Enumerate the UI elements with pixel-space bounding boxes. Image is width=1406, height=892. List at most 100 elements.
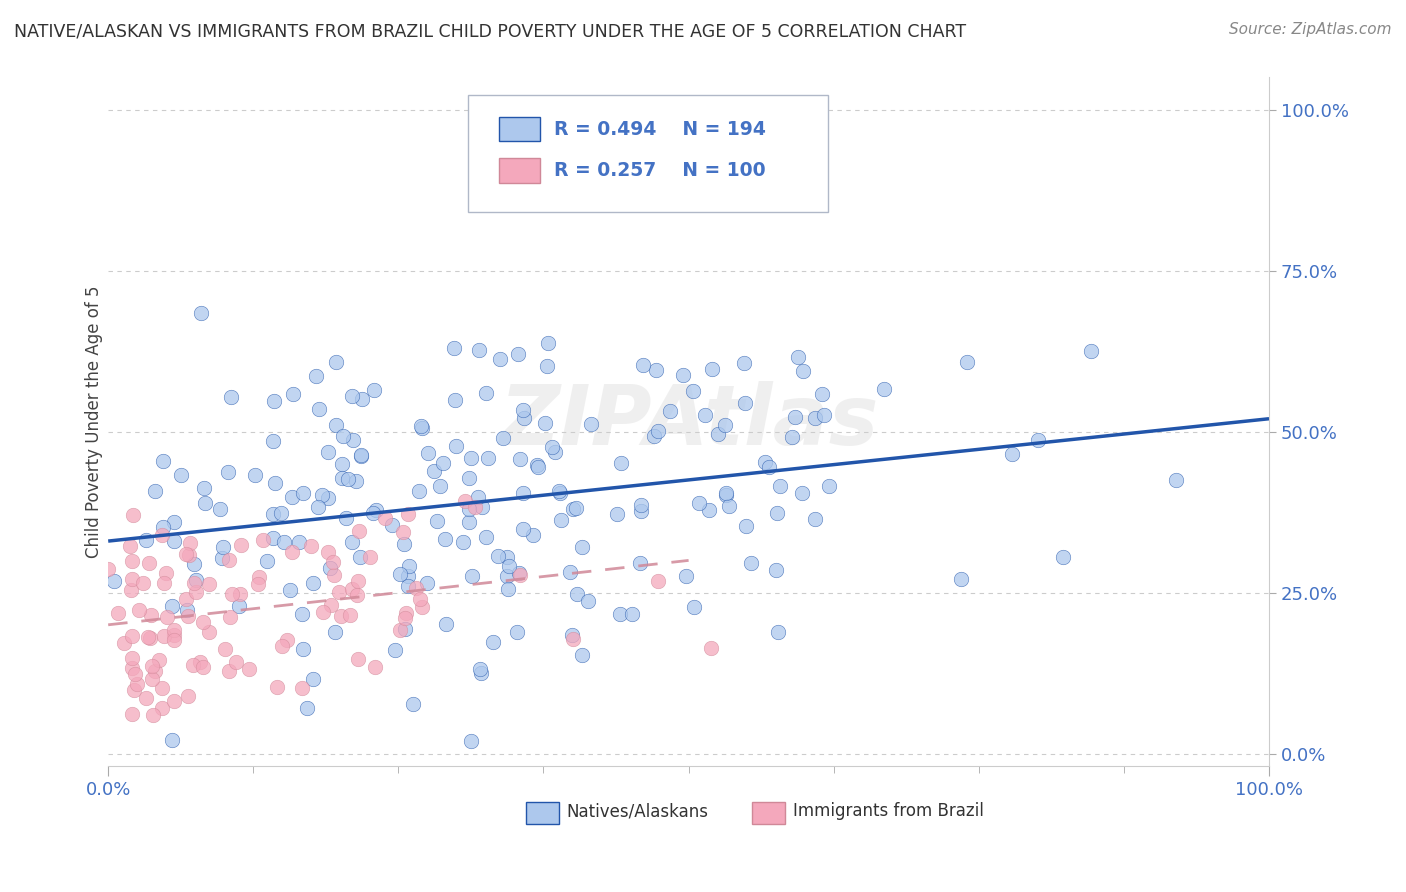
Point bbox=[792, 485, 814, 500]
Point bbox=[488, 352, 510, 367]
Point bbox=[474, 386, 496, 401]
Point bbox=[103, 574, 125, 589]
Point bbox=[163, 534, 186, 549]
Point bbox=[565, 587, 588, 601]
Point bbox=[561, 627, 583, 641]
Point bbox=[384, 643, 406, 657]
Point bbox=[460, 734, 482, 748]
Point bbox=[409, 418, 432, 433]
Point bbox=[163, 633, 186, 648]
Point bbox=[873, 382, 896, 396]
Point bbox=[1026, 433, 1049, 447]
Point bbox=[754, 455, 776, 469]
Point bbox=[394, 536, 416, 550]
Point bbox=[281, 545, 304, 559]
Point bbox=[217, 466, 239, 480]
Point bbox=[471, 500, 494, 514]
Point bbox=[122, 683, 145, 698]
Point bbox=[395, 606, 418, 620]
Point bbox=[429, 479, 451, 493]
Point bbox=[163, 515, 186, 529]
Point bbox=[693, 408, 716, 422]
Point bbox=[176, 591, 198, 606]
Point bbox=[156, 610, 179, 624]
Point bbox=[733, 356, 755, 370]
Point bbox=[302, 576, 325, 591]
Point bbox=[477, 450, 499, 465]
Point bbox=[125, 677, 148, 691]
Point bbox=[214, 642, 236, 657]
Point bbox=[643, 429, 665, 443]
Point bbox=[457, 471, 479, 485]
Point bbox=[359, 549, 381, 564]
Point bbox=[659, 404, 682, 418]
Point bbox=[121, 707, 143, 722]
Point bbox=[765, 506, 787, 520]
Point bbox=[565, 500, 588, 515]
Point bbox=[177, 548, 200, 562]
Point bbox=[512, 402, 534, 417]
Point bbox=[138, 556, 160, 570]
Point bbox=[714, 488, 737, 502]
Point bbox=[325, 624, 347, 639]
Point bbox=[307, 500, 329, 514]
Point bbox=[547, 484, 569, 499]
Point bbox=[769, 479, 792, 493]
Point bbox=[364, 503, 387, 517]
Point bbox=[396, 579, 419, 593]
Point bbox=[1080, 344, 1102, 359]
Point bbox=[191, 660, 214, 674]
Point bbox=[394, 611, 416, 625]
Point bbox=[221, 587, 243, 601]
Point bbox=[135, 533, 157, 548]
Point bbox=[533, 416, 555, 430]
Point bbox=[536, 359, 558, 373]
Point bbox=[496, 569, 519, 583]
Point bbox=[135, 690, 157, 705]
Point bbox=[194, 496, 217, 510]
Point bbox=[349, 550, 371, 565]
Point bbox=[405, 581, 427, 595]
Point bbox=[609, 456, 631, 470]
Point bbox=[228, 599, 250, 613]
Point bbox=[270, 639, 292, 653]
Point bbox=[141, 672, 163, 686]
Point bbox=[150, 681, 173, 696]
Point bbox=[218, 664, 240, 678]
Point bbox=[717, 500, 740, 514]
Point bbox=[758, 459, 780, 474]
Point bbox=[411, 420, 433, 434]
Point bbox=[785, 410, 807, 425]
Point bbox=[332, 429, 354, 443]
Point bbox=[630, 498, 652, 512]
Point bbox=[316, 444, 339, 458]
Point bbox=[342, 535, 364, 549]
Point bbox=[270, 506, 292, 520]
Point bbox=[280, 490, 302, 504]
Point bbox=[160, 599, 183, 613]
Point bbox=[811, 387, 834, 401]
Point bbox=[325, 354, 347, 368]
Point bbox=[606, 507, 628, 521]
Point bbox=[804, 411, 827, 425]
Point bbox=[143, 484, 166, 499]
Point bbox=[561, 632, 583, 647]
Point bbox=[211, 550, 233, 565]
Point bbox=[141, 607, 163, 622]
Point bbox=[231, 537, 253, 551]
Point bbox=[183, 575, 205, 590]
Point bbox=[700, 641, 723, 656]
Point bbox=[394, 622, 416, 636]
Point bbox=[560, 565, 582, 579]
Point bbox=[120, 582, 142, 597]
Point bbox=[301, 539, 323, 553]
Point bbox=[620, 607, 643, 622]
FancyBboxPatch shape bbox=[468, 95, 828, 211]
Point bbox=[496, 550, 519, 565]
Point bbox=[291, 607, 314, 622]
Point bbox=[631, 358, 654, 372]
Point bbox=[256, 553, 278, 567]
Point bbox=[1052, 549, 1074, 564]
Point bbox=[460, 569, 482, 583]
Point bbox=[707, 426, 730, 441]
